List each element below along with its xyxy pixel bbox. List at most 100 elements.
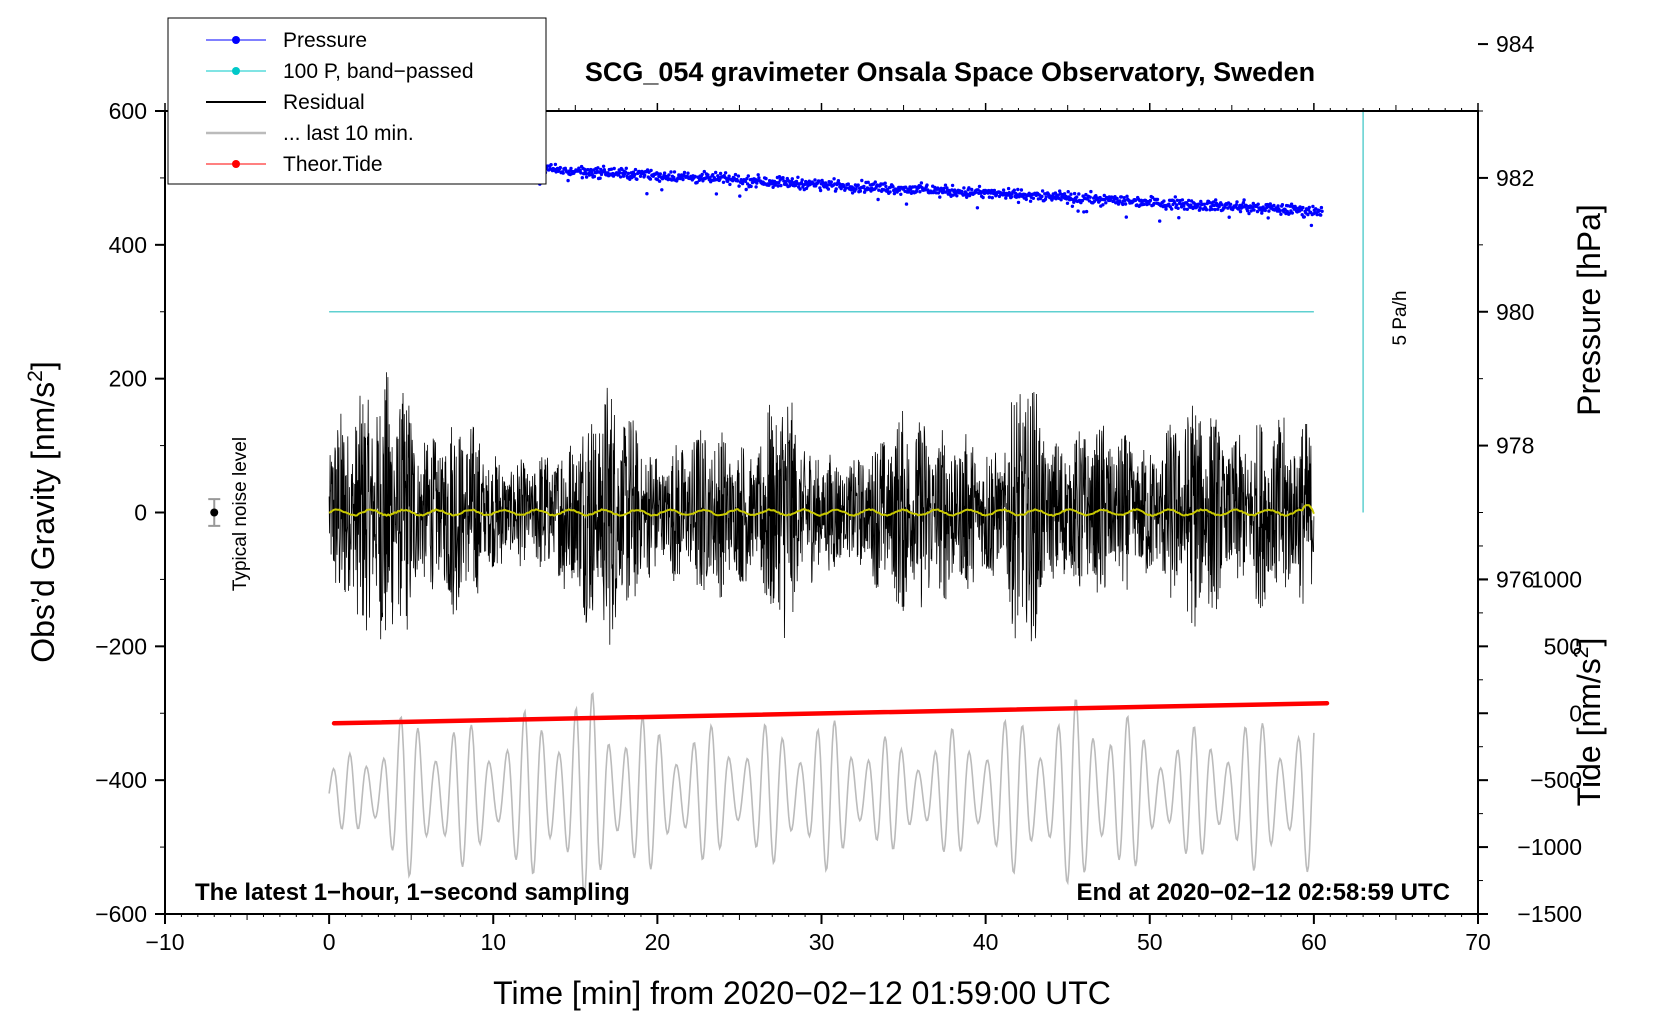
pressure-point xyxy=(858,189,863,193)
y-axis-title-tide: Tide [nm/s2] xyxy=(1570,638,1607,807)
pressure-point xyxy=(1182,204,1186,208)
legend-item: Residual xyxy=(206,91,365,114)
pressure-point xyxy=(658,172,662,176)
pressure-point xyxy=(549,163,553,167)
pressure-point xyxy=(862,190,867,194)
pressure-point xyxy=(1175,198,1180,202)
pressure-point xyxy=(633,167,638,172)
pressure-point xyxy=(866,180,870,184)
x-tick-label: 60 xyxy=(1301,929,1327,955)
pressure-point xyxy=(1298,205,1302,209)
pressure-point xyxy=(1252,208,1256,212)
pressure-point xyxy=(1280,203,1285,207)
pressure-point xyxy=(1075,195,1079,199)
pressure-point xyxy=(779,183,783,188)
pressure-point xyxy=(582,167,587,171)
pressure-point xyxy=(873,180,877,184)
tide-tick-label: −1500 xyxy=(1517,901,1582,927)
y-axis-title-tide-sup: 2 xyxy=(1570,647,1593,659)
pressure-point xyxy=(1119,195,1124,199)
pressure-point xyxy=(1180,198,1185,202)
pressure-point xyxy=(1245,209,1250,213)
pressure-point xyxy=(1118,199,1122,203)
pressure-point xyxy=(975,206,980,210)
pressure-point xyxy=(1320,209,1324,213)
pressure-point xyxy=(686,171,690,175)
chart-title: SCG_054 gravimeter Onsala Space Observat… xyxy=(585,57,1315,87)
pressure-point xyxy=(1256,202,1260,206)
pressure-point xyxy=(598,176,602,180)
pressure-point xyxy=(918,190,922,194)
pressure-point xyxy=(737,184,741,188)
pressure-point xyxy=(950,183,955,188)
pressure-point xyxy=(1266,216,1270,220)
pressure-point xyxy=(1082,210,1086,214)
pressure-point xyxy=(612,166,616,171)
pressure-point xyxy=(1040,194,1044,199)
annotation-end-time: End at 2020−02−12 02:58:59 UTC xyxy=(1076,879,1450,906)
pressure-point xyxy=(1265,202,1270,207)
y-tick-label: −200 xyxy=(95,633,147,659)
pressure-point xyxy=(1072,191,1077,196)
pressure-point xyxy=(897,188,902,192)
pressure-point xyxy=(1213,207,1217,212)
pressure-point xyxy=(1199,199,1203,204)
pressure-point xyxy=(1167,202,1171,206)
pressure-point xyxy=(1069,192,1073,196)
theoretical-tide-line xyxy=(331,700,1330,726)
pressure-point xyxy=(836,179,841,183)
pressure-point xyxy=(682,170,687,175)
pressure-point xyxy=(1315,212,1319,217)
pressure-point xyxy=(635,177,639,181)
tide-tick-label: −1000 xyxy=(1517,834,1582,860)
pressure-point xyxy=(891,185,895,189)
pressure-point xyxy=(1187,198,1191,203)
legend-label: Pressure xyxy=(283,29,367,52)
pressure-point xyxy=(1054,197,1058,201)
legend-swatch-marker xyxy=(232,67,240,75)
y-axis-title-left-main: Obs’d Gravity [nm/s xyxy=(25,382,61,663)
pressure-point xyxy=(913,185,917,189)
pressure-point xyxy=(796,175,800,179)
pressure-point xyxy=(589,170,594,174)
pressure-point xyxy=(844,186,848,190)
pressure-point xyxy=(826,187,831,191)
pressure-point xyxy=(1251,201,1256,206)
pressure-point xyxy=(1294,206,1298,210)
pressure-point xyxy=(672,175,676,180)
legend-label: ... last 10 min. xyxy=(283,122,414,145)
pressure-point xyxy=(633,172,637,177)
pressure-point xyxy=(1260,211,1264,215)
pressure-tick-labels: 976 978 980 982 984 xyxy=(1496,31,1535,592)
y-axis-title-left-end: ] xyxy=(25,361,61,370)
legend-label: Theor.Tide xyxy=(283,153,383,176)
pressure-point xyxy=(800,178,804,182)
pressure-point xyxy=(733,172,738,177)
pressure-point xyxy=(672,170,677,174)
pressure-point xyxy=(1062,192,1067,196)
pressure-point xyxy=(749,184,753,189)
pressure-point xyxy=(723,171,728,175)
pressure-point xyxy=(1016,200,1021,205)
pressure-point xyxy=(1012,188,1016,192)
pressure-point xyxy=(558,165,562,170)
pressure-point xyxy=(626,171,631,176)
pressure-point xyxy=(967,186,971,190)
pressure-point xyxy=(1065,197,1069,201)
pressure-point xyxy=(1031,196,1036,200)
pressure-point xyxy=(1307,205,1312,210)
pressure-point xyxy=(790,177,794,181)
pressure-point xyxy=(1279,212,1283,216)
tide-tick-labels: −1500 −1000 −500 0 500 1000 xyxy=(1517,566,1582,927)
noise-level-label: Typical noise level xyxy=(230,437,251,591)
pressure-point xyxy=(592,174,597,179)
pressure-point xyxy=(1058,189,1062,193)
pressure-point xyxy=(1102,193,1107,198)
pressure-point xyxy=(798,187,802,191)
pressure-point xyxy=(1009,195,1014,199)
pressure-point xyxy=(1216,207,1220,211)
pressure-point xyxy=(1242,198,1246,202)
pressure-point xyxy=(781,176,785,180)
legend-label: 100 P, band−passed xyxy=(283,60,474,83)
pressure-point xyxy=(597,170,602,174)
